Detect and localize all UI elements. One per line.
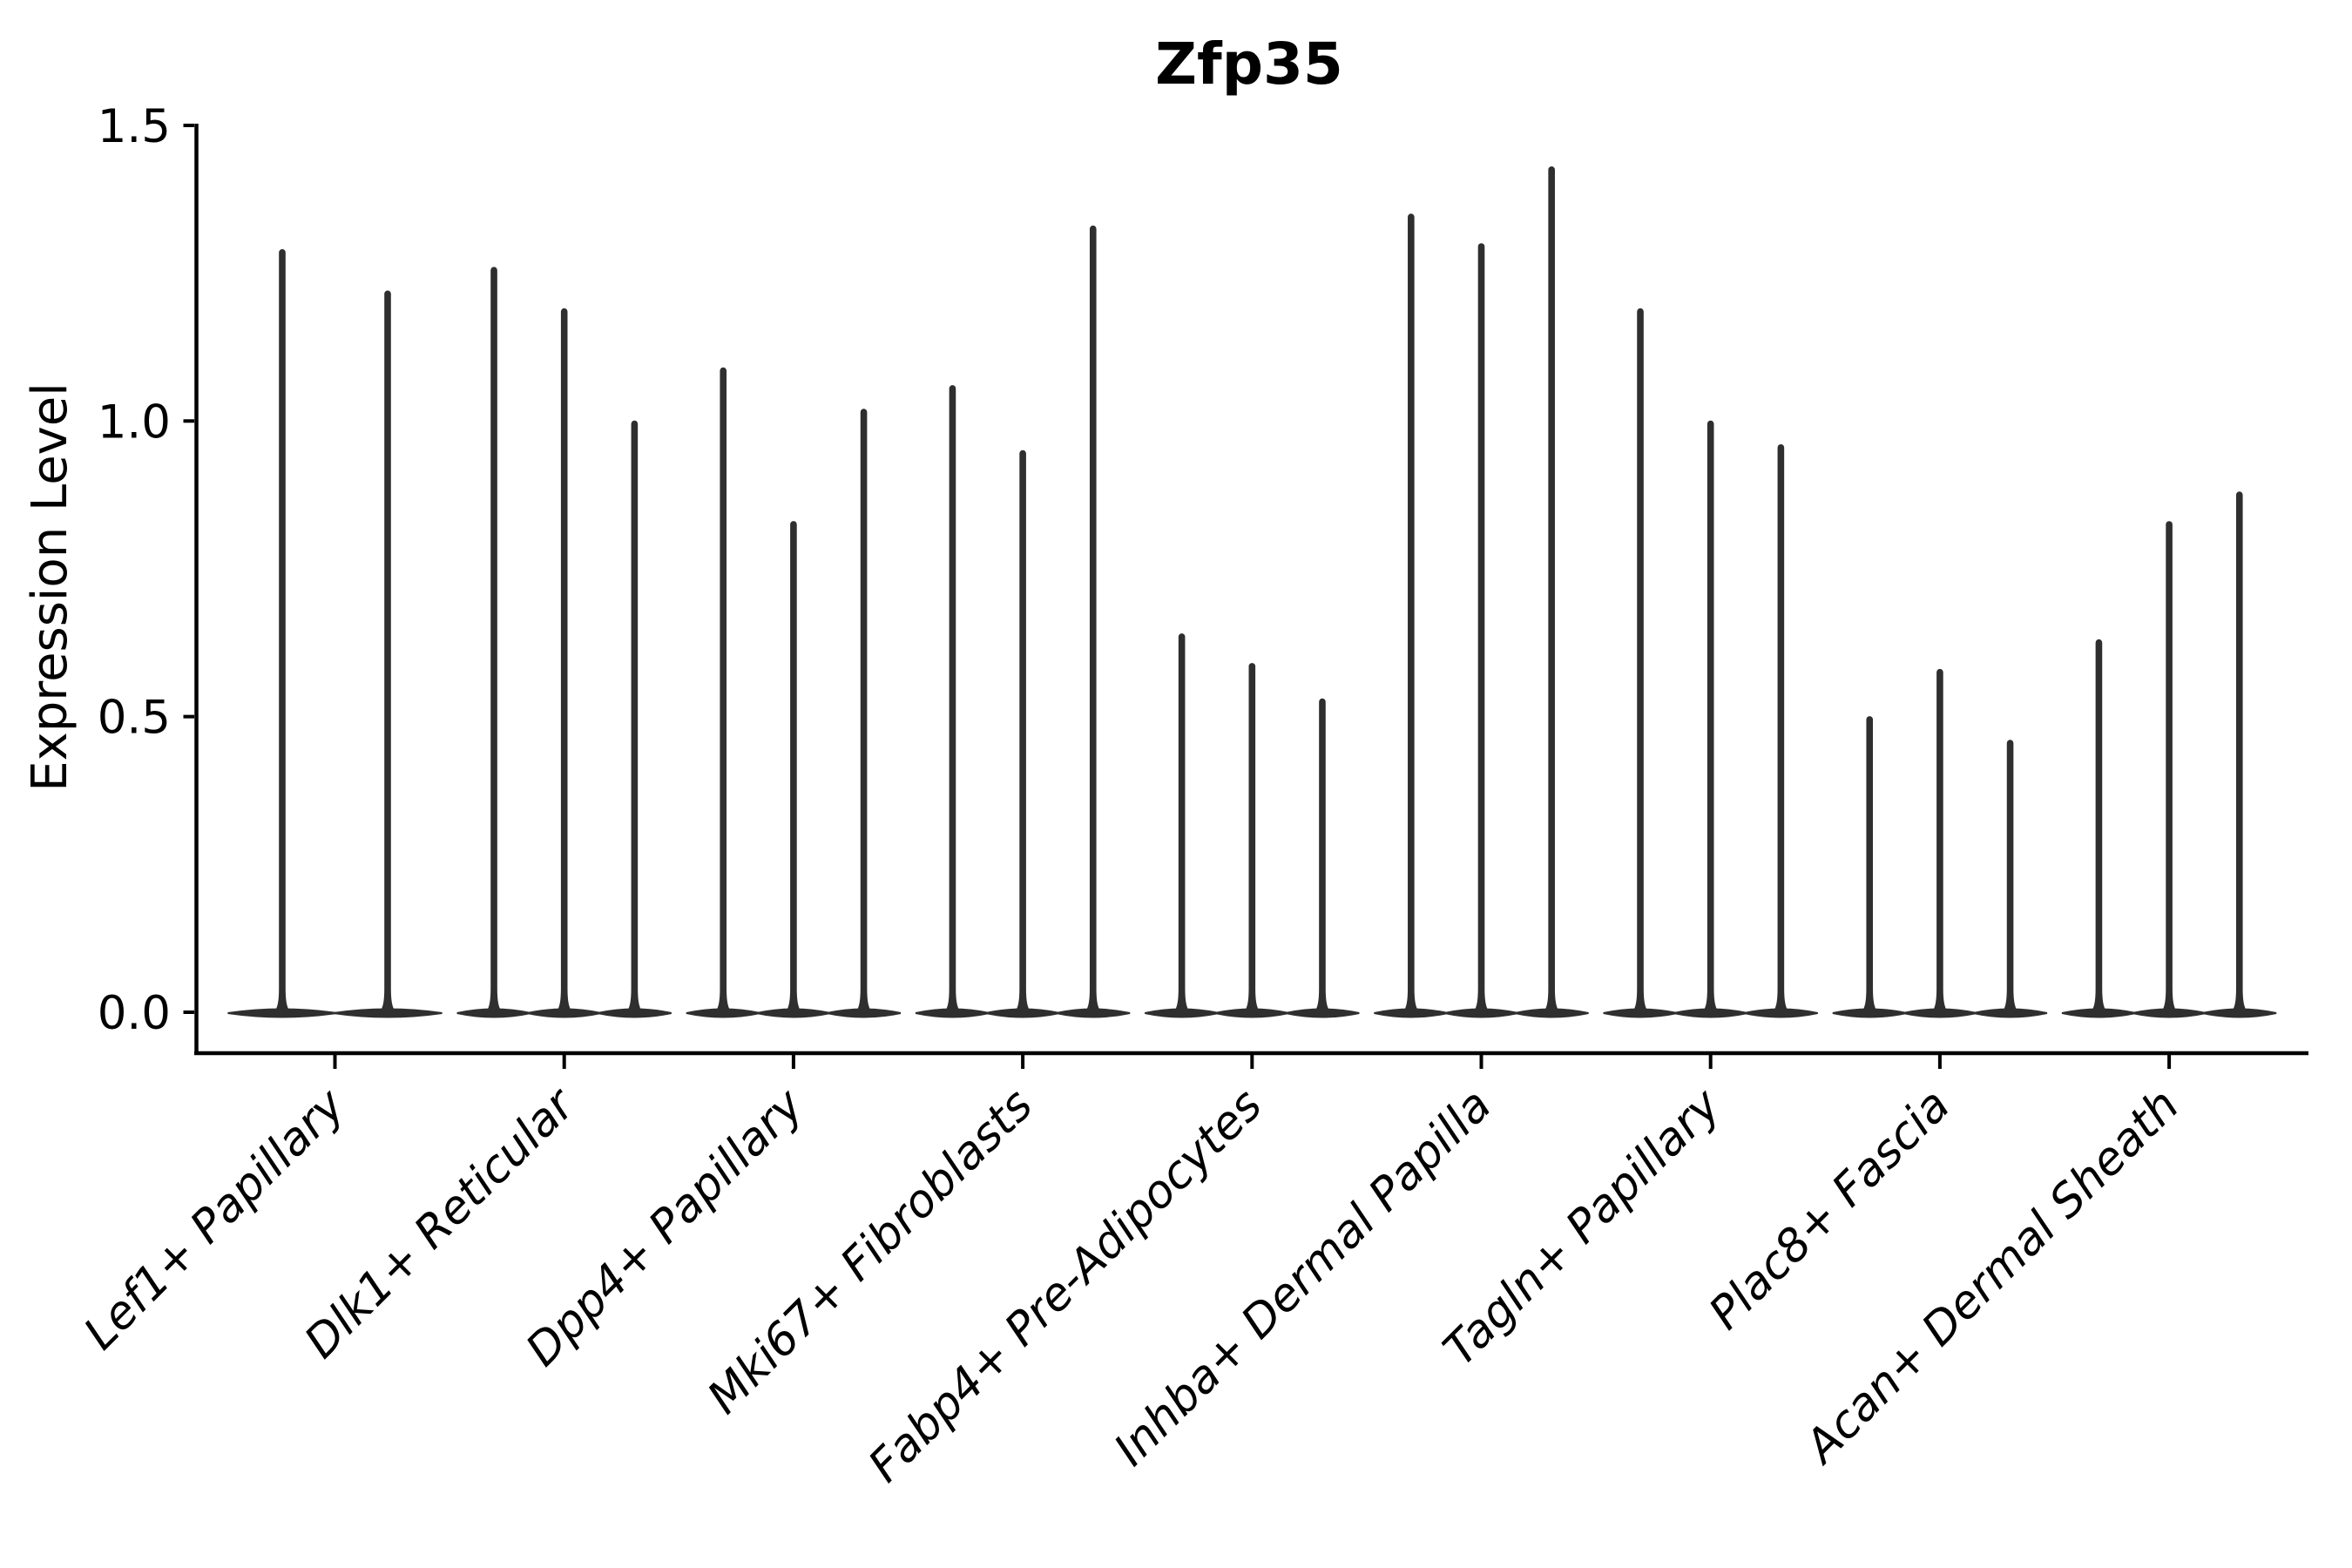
violin bbox=[2132, 521, 2207, 1018]
violin-spike bbox=[783, 521, 804, 1014]
violin-spike bbox=[1401, 213, 1422, 1014]
violin-spike bbox=[1083, 225, 1104, 1014]
x-tick-label: Acan+ Dermal Sheath bbox=[1794, 1079, 2189, 1475]
violin-spike bbox=[625, 420, 645, 1014]
x-tick-label: Plac8+ Fascia bbox=[1700, 1079, 1960, 1340]
violin-spike bbox=[713, 367, 733, 1014]
violin-spike bbox=[1471, 243, 1491, 1014]
y-tick-label: 0.0 bbox=[98, 987, 171, 1040]
x-tick-label: Fabp4+ Pre-Adipocytes bbox=[859, 1079, 1273, 1493]
violin bbox=[1056, 225, 1131, 1018]
violin bbox=[1374, 213, 1449, 1018]
violins-layer bbox=[227, 166, 2277, 1018]
violin bbox=[2061, 639, 2136, 1018]
violin bbox=[915, 385, 990, 1018]
violin bbox=[456, 267, 531, 1018]
y-axis-ticks: 0.0 0.5 1.0 1.5 bbox=[98, 100, 194, 1040]
violin bbox=[756, 521, 831, 1018]
plot-title: Zfp35 bbox=[1155, 30, 1343, 98]
violin bbox=[1285, 698, 1360, 1018]
violin-spike bbox=[377, 290, 398, 1014]
violin-spike bbox=[483, 267, 504, 1014]
violin-spike bbox=[2159, 521, 2180, 1014]
violin bbox=[1743, 444, 1818, 1018]
violin bbox=[1443, 243, 1519, 1018]
violin-spike bbox=[272, 249, 293, 1014]
y-tick-label: 0.5 bbox=[98, 692, 171, 745]
violin-spike bbox=[1241, 663, 1262, 1014]
violin bbox=[827, 409, 902, 1018]
violin bbox=[597, 420, 672, 1018]
violin bbox=[1214, 663, 1289, 1018]
violin bbox=[1832, 716, 1907, 1018]
y-tick-label: 1.5 bbox=[98, 100, 171, 153]
violin bbox=[1514, 166, 1589, 1018]
violin bbox=[985, 449, 1060, 1018]
violin-spike bbox=[2089, 639, 2109, 1014]
violin-spike bbox=[1630, 308, 1651, 1014]
violin-spike bbox=[1859, 716, 1880, 1014]
violin bbox=[1145, 633, 1220, 1018]
violin-spike bbox=[943, 385, 963, 1014]
violin bbox=[1973, 740, 2048, 1018]
violin bbox=[1903, 668, 1977, 1018]
violin bbox=[333, 290, 443, 1018]
violin-spike bbox=[1771, 444, 1791, 1014]
violin-spike bbox=[1012, 449, 1033, 1014]
violin bbox=[1673, 420, 1748, 1018]
violin bbox=[686, 367, 760, 1018]
violin-spike bbox=[554, 308, 575, 1014]
y-axis-label: Expression Level bbox=[22, 382, 78, 792]
violin-spike bbox=[1312, 698, 1333, 1014]
violin bbox=[2202, 491, 2277, 1018]
violin-spike bbox=[1930, 668, 1950, 1014]
violin bbox=[1603, 308, 1678, 1018]
violin-spike bbox=[2229, 491, 2250, 1014]
violin-spike bbox=[1172, 633, 1192, 1014]
violin bbox=[527, 308, 602, 1018]
x-tick-label: Inhba+ Dermal Papilla bbox=[1105, 1079, 1502, 1477]
violin-spike bbox=[1541, 166, 1562, 1014]
y-tick-label: 1.0 bbox=[98, 395, 171, 449]
violin-spike bbox=[854, 409, 874, 1014]
violin-spike bbox=[2000, 740, 2020, 1014]
violin-spike bbox=[1700, 420, 1721, 1014]
violin bbox=[227, 249, 337, 1018]
